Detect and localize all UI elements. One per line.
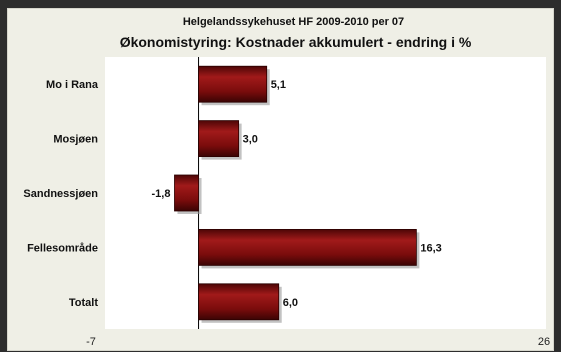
x-tick-label: 26 [538, 336, 550, 348]
bar-fellesområde [198, 228, 417, 266]
bar-totalt [198, 283, 280, 321]
value-label: 6,0 [283, 297, 298, 309]
bar-sandnessjøen [174, 174, 199, 212]
value-label: 3,0 [243, 134, 258, 146]
bar-mo-i-rana [198, 65, 268, 103]
x-tick-label: -7 [86, 336, 96, 348]
value-label: 16,3 [420, 242, 441, 254]
value-label: -1,8 [152, 188, 171, 200]
category-label: Fellesområde [27, 242, 98, 254]
category-label: Totalt [69, 297, 98, 309]
category-label: Sandnessjøen [23, 188, 98, 200]
plot-area [105, 57, 546, 329]
value-label: 5,1 [271, 79, 286, 91]
category-label: Mo i Rana [46, 79, 99, 91]
chart-title: Økonomistyring: Kostnader akkumulert - e… [119, 34, 472, 50]
chart-subtitle: Helgelandssykehuset HF 2009-2010 per 07 [182, 16, 405, 28]
category-label: Mosjøen [53, 134, 98, 146]
bar-mosjøen [198, 120, 240, 157]
